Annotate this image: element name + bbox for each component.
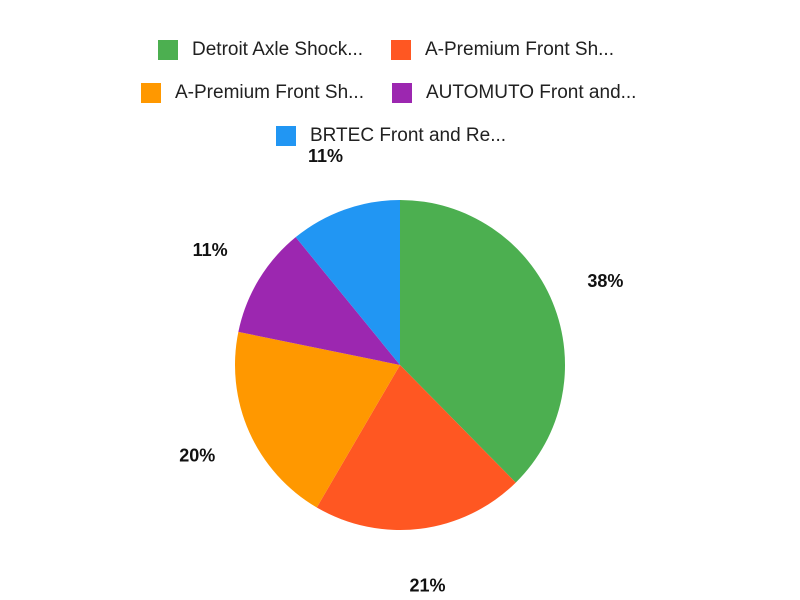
legend-item-5[interactable]: BRTEC Front and Re...: [276, 125, 506, 147]
pie-slice-1[interactable]: [400, 200, 566, 483]
legend-label-3: A-Premium Front Sh...: [175, 82, 364, 103]
slice-percent-label-4: 11%: [193, 240, 228, 260]
pie-slice-3[interactable]: [235, 331, 400, 508]
pie-slice-5[interactable]: [295, 200, 400, 365]
legend-label-2: A-Premium Front Sh...: [425, 39, 614, 60]
legend-swatch-3: [141, 83, 161, 103]
legend-item-4[interactable]: AUTOMUTO Front and...: [392, 82, 636, 104]
slice-percent-label-3: 20%: [179, 446, 215, 466]
legend-label-5: BRTEC Front and Re...: [310, 125, 507, 146]
legend-swatch-1: [158, 40, 178, 60]
legend-label-1: Detroit Axle Shock...: [192, 39, 364, 60]
legend-label-4: AUTOMUTO Front and...: [426, 82, 637, 103]
legend-swatch-2: [391, 40, 411, 60]
pie-slice-4[interactable]: [238, 237, 400, 365]
slice-percent-label-2: 21%: [410, 575, 446, 595]
slice-percent-label-1: 38%: [587, 271, 623, 291]
slice-percent-label-5: 11%: [308, 146, 343, 166]
pie-slice-2[interactable]: [316, 365, 516, 530]
legend-item-3[interactable]: A-Premium Front Sh...: [141, 82, 364, 104]
legend-item-2[interactable]: A-Premium Front Sh...: [391, 39, 614, 61]
legend-swatch-4: [392, 83, 412, 103]
legend-item-1[interactable]: Detroit Axle Shock...: [158, 39, 363, 61]
legend-swatch-5: [276, 126, 296, 146]
